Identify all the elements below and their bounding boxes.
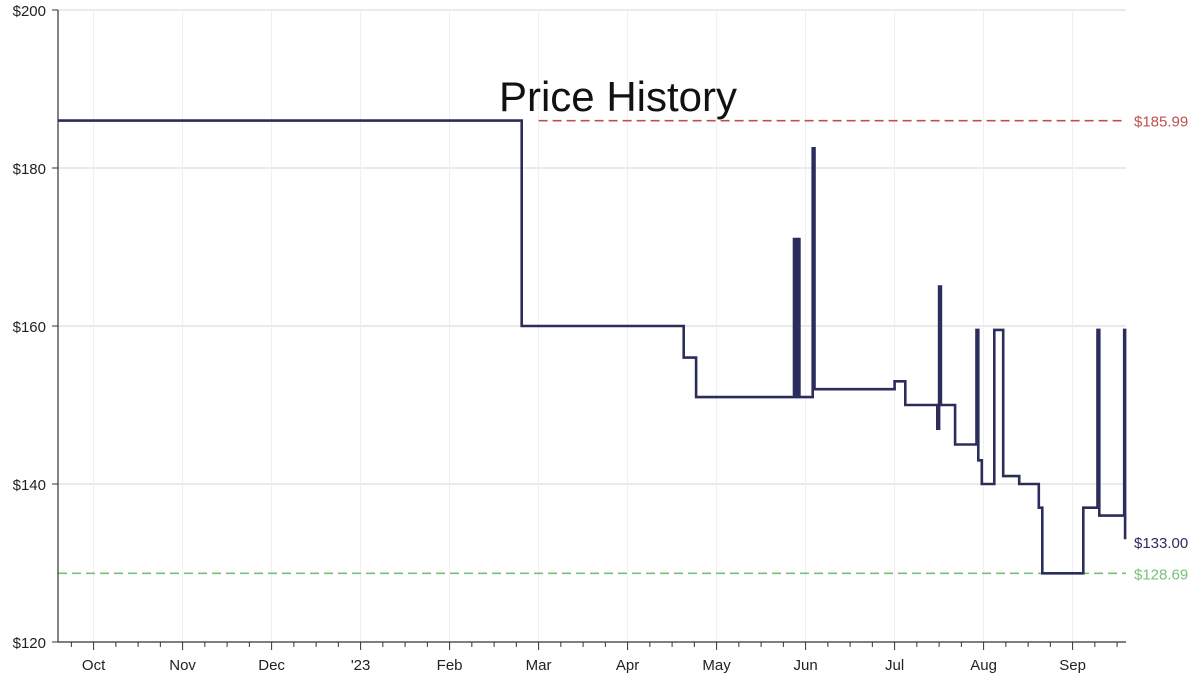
x-tick-label: May: [702, 657, 731, 674]
x-tick-label: Apr: [616, 657, 639, 674]
x-tick-label: '23: [351, 657, 371, 674]
series-layer: [58, 119, 1127, 575]
x-tick-label: Nov: [169, 657, 196, 674]
x-tick-label: Oct: [82, 657, 106, 674]
lowest-price-label: $128.69: [1134, 566, 1188, 583]
price-series-line: [58, 119, 1127, 575]
labels-layer: $185.99 $128.69 $120 $140 $160 $180 $200 Oct Nov…: [13, 3, 1189, 674]
reference-lines-layer: [58, 119, 1126, 575]
x-tick-label: Dec: [258, 657, 285, 674]
y-tick-label: $160: [13, 319, 46, 336]
y-tick-label: $120: [13, 635, 46, 652]
y-tick-label: $180: [13, 161, 46, 178]
y-tick-label: $140: [13, 477, 46, 494]
axes-layer: [52, 9, 1126, 650]
current-price-label: $133.00: [1134, 535, 1188, 552]
chart-title: Price History: [499, 73, 737, 120]
x-tick-label: Mar: [526, 657, 552, 674]
x-tick-label: Feb: [437, 657, 463, 674]
x-tick-label: Aug: [970, 657, 997, 674]
grid-layer: [58, 9, 1126, 642]
x-tick-label: Jul: [885, 657, 904, 674]
x-tick-label: Jun: [794, 657, 818, 674]
y-tick-label: $200: [13, 3, 46, 20]
x-tick-label: Sep: [1059, 657, 1086, 674]
highest-price-label: $185.99: [1134, 114, 1188, 131]
